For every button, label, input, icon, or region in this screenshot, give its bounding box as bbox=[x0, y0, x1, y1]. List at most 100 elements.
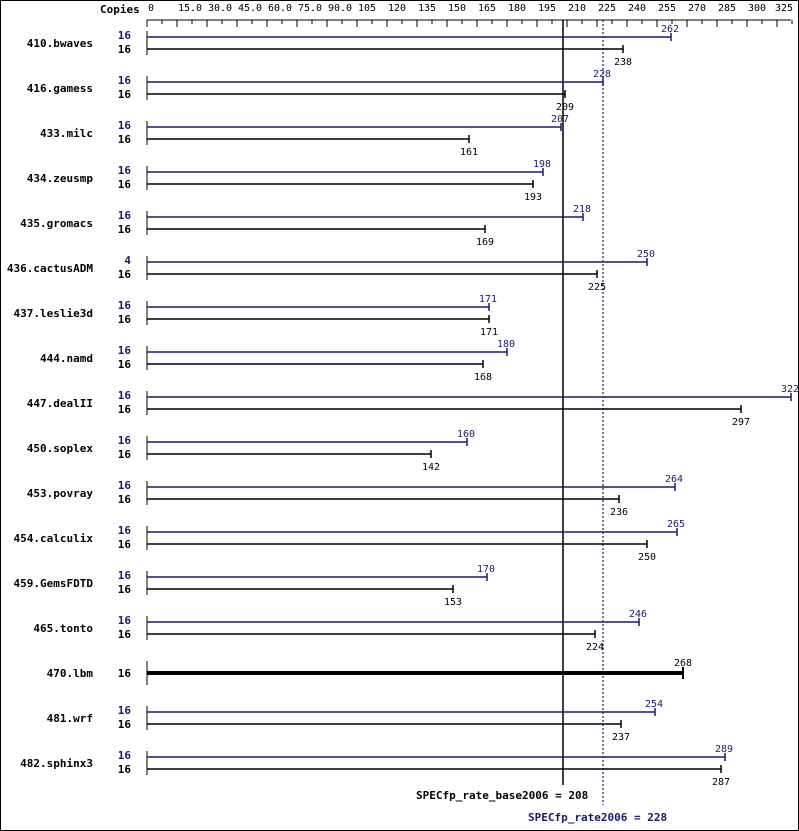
copies-peak: 16 bbox=[118, 164, 132, 177]
copies-peak: 16 bbox=[118, 209, 132, 222]
copies-base: 16 bbox=[118, 763, 132, 776]
copies-base: 16 bbox=[118, 223, 132, 236]
x-tick-label: 165 bbox=[478, 3, 496, 14]
x-tick-label: 255 bbox=[658, 3, 676, 14]
copies-base: 16 bbox=[118, 358, 132, 371]
value-label-peak: 322 bbox=[781, 384, 799, 395]
value-label-peak: 160 bbox=[457, 429, 475, 440]
value-label-base: 287 bbox=[712, 777, 730, 788]
copies-peak: 16 bbox=[118, 299, 132, 312]
x-tick-label: 60.0 bbox=[268, 3, 292, 14]
benchmark-label: 450.soplex bbox=[27, 442, 94, 455]
reference-label-base: SPECfp_rate_base2006 = 208 bbox=[416, 789, 588, 802]
value-label-base: 193 bbox=[524, 192, 542, 203]
value-label-peak: 289 bbox=[715, 744, 733, 755]
copies-base: 16 bbox=[118, 88, 132, 101]
copies-base: 16 bbox=[118, 493, 132, 506]
copies-base: 16 bbox=[118, 178, 132, 191]
copies-peak: 16 bbox=[118, 74, 132, 87]
value-label-peak: 265 bbox=[667, 519, 685, 530]
value-label-base: 224 bbox=[586, 642, 604, 653]
value-label-peak: 250 bbox=[637, 249, 655, 260]
reference-label-peak: SPECfp_rate2006 = 228 bbox=[528, 811, 667, 824]
copies-base: 16 bbox=[118, 43, 132, 56]
copies-peak: 16 bbox=[118, 389, 132, 402]
benchmark-label: 454.calculix bbox=[14, 532, 94, 545]
benchmark-label: 410.bwaves bbox=[27, 37, 93, 50]
copies-peak: 16 bbox=[118, 569, 132, 582]
value-label-base: 268 bbox=[674, 658, 692, 669]
value-label-peak: 228 bbox=[593, 69, 611, 80]
x-tick-label: 75.0 bbox=[298, 3, 322, 14]
copies-base: 16 bbox=[118, 448, 132, 461]
benchmark-label: 434.zeusmp bbox=[27, 172, 94, 185]
value-label-base: 297 bbox=[732, 417, 750, 428]
copies-base: 16 bbox=[118, 583, 132, 596]
benchmark-label: 482.sphinx3 bbox=[20, 757, 93, 770]
copies-peak: 16 bbox=[118, 479, 132, 492]
value-label-peak: 264 bbox=[665, 474, 683, 485]
copies-base: 16 bbox=[118, 667, 132, 680]
x-tick-label: 90.0 bbox=[328, 3, 352, 14]
x-tick-label: 30.0 bbox=[208, 3, 232, 14]
benchmark-label: 459.GemsFDTD bbox=[14, 577, 94, 590]
benchmark-label: 481.wrf bbox=[47, 712, 93, 725]
x-tick-label: 270 bbox=[688, 3, 706, 14]
value-label-base: 168 bbox=[474, 372, 492, 383]
copies-peak: 16 bbox=[118, 29, 132, 42]
value-label-peak: 207 bbox=[551, 114, 569, 125]
benchmark-label: 465.tonto bbox=[33, 622, 93, 635]
x-tick-label: 135 bbox=[418, 3, 436, 14]
benchmark-label: 436.cactusADM bbox=[7, 262, 93, 275]
copies-peak: 16 bbox=[118, 749, 132, 762]
value-label-base: 169 bbox=[476, 237, 494, 248]
value-label-peak: 254 bbox=[645, 699, 663, 710]
value-label-peak: 246 bbox=[629, 609, 647, 620]
x-tick-label: 195 bbox=[538, 3, 556, 14]
copies-base: 16 bbox=[118, 538, 132, 551]
copies-peak: 16 bbox=[118, 614, 132, 627]
copies-peak: 16 bbox=[118, 704, 132, 717]
value-label-base: 236 bbox=[610, 507, 628, 518]
x-tick-label: 180 bbox=[508, 3, 526, 14]
value-label-peak: 171 bbox=[479, 294, 497, 305]
value-label-base: 237 bbox=[612, 732, 630, 743]
benchmark-label: 433.milc bbox=[40, 127, 93, 140]
copies-base: 16 bbox=[118, 133, 132, 146]
x-tick-label: 45.0 bbox=[238, 3, 262, 14]
copies-peak: 16 bbox=[118, 434, 132, 447]
value-label-base: 171 bbox=[480, 327, 498, 338]
x-tick-label: 210 bbox=[568, 3, 586, 14]
value-label-base: 238 bbox=[614, 57, 632, 68]
x-tick-label: 225 bbox=[598, 3, 616, 14]
value-label-base: 153 bbox=[444, 597, 462, 608]
x-tick-label: 0 bbox=[148, 3, 154, 14]
copies-peak: 16 bbox=[118, 344, 132, 357]
value-label-base: 250 bbox=[638, 552, 656, 563]
value-label-base: 225 bbox=[588, 282, 606, 293]
value-label-base: 209 bbox=[556, 102, 574, 113]
benchmark-label: 444.namd bbox=[40, 352, 93, 365]
benchmark-label: 453.povray bbox=[27, 487, 94, 500]
copies-peak: 16 bbox=[118, 524, 132, 537]
x-tick-label: 325 bbox=[775, 3, 793, 14]
x-tick-label: 120 bbox=[388, 3, 406, 14]
value-label-peak: 218 bbox=[573, 204, 591, 215]
copies-peak: 4 bbox=[124, 254, 131, 267]
benchmark-label: 416.gamess bbox=[27, 82, 93, 95]
copies-base: 16 bbox=[118, 628, 132, 641]
x-tick-label: 240 bbox=[628, 3, 646, 14]
copies-peak: 16 bbox=[118, 119, 132, 132]
value-label-peak: 170 bbox=[477, 564, 495, 575]
benchmark-label: 470.lbm bbox=[47, 667, 94, 680]
copies-base: 16 bbox=[118, 268, 132, 281]
x-tick-label: 150 bbox=[448, 3, 466, 14]
benchmark-label: 435.gromacs bbox=[20, 217, 93, 230]
x-tick-label: 300 bbox=[748, 3, 766, 14]
benchmark-label: 437.leslie3d bbox=[14, 307, 93, 320]
benchmark-label: 447.dealII bbox=[27, 397, 93, 410]
value-label-base: 161 bbox=[460, 147, 478, 158]
value-label-base: 142 bbox=[422, 462, 440, 473]
x-tick-label: 105 bbox=[358, 3, 376, 14]
